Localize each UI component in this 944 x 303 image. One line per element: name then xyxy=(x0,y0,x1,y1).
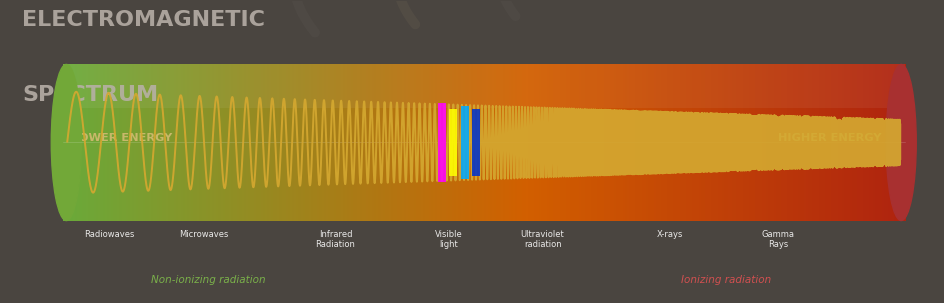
Ellipse shape xyxy=(886,65,917,221)
Text: Ultraviolet
radiation: Ultraviolet radiation xyxy=(521,230,565,249)
Text: Radiowaves: Radiowaves xyxy=(84,230,135,238)
Text: SPECTRUM: SPECTRUM xyxy=(22,85,159,105)
Text: Ionizing radiation: Ionizing radiation xyxy=(681,275,771,285)
Ellipse shape xyxy=(51,65,81,221)
Text: HIGHER ENERGY: HIGHER ENERGY xyxy=(778,133,882,143)
Text: Visible
light: Visible light xyxy=(434,230,463,249)
Text: Non-ionizing radiation: Non-ionizing radiation xyxy=(151,275,266,285)
Text: Gamma
Rays: Gamma Rays xyxy=(762,230,795,249)
Text: Microwaves: Microwaves xyxy=(179,230,228,238)
Text: Infrared
Radiation: Infrared Radiation xyxy=(315,230,356,249)
Text: X-rays: X-rays xyxy=(656,230,683,238)
Text: LOWER ENERGY: LOWER ENERGY xyxy=(72,133,172,143)
Text: ELECTROMAGNETIC: ELECTROMAGNETIC xyxy=(22,10,265,30)
